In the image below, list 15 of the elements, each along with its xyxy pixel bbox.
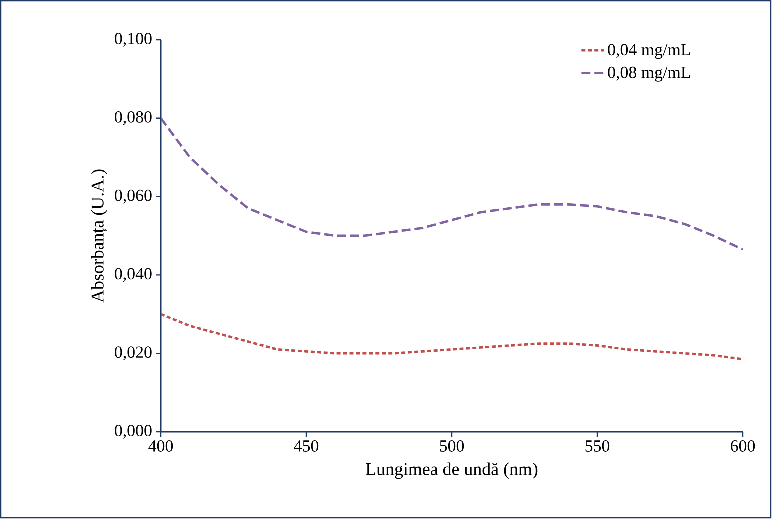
y-tick-label: 0,020 xyxy=(115,346,152,361)
x-tick-label: 500 xyxy=(440,440,464,452)
y-tick-label: 0,000 xyxy=(115,425,152,439)
legend-label: 0,04 mg/mL xyxy=(608,44,690,60)
legend-label: 0,08 mg/mL xyxy=(608,66,690,82)
x-tick-label: 450 xyxy=(294,440,319,452)
x-tick-label: 550 xyxy=(586,440,610,452)
x-tick-label: 600 xyxy=(731,440,756,452)
y-axis-title: Absorbanța (U.A.) xyxy=(91,170,108,303)
x-axis-title: Lungimea de undă (nm) xyxy=(366,462,538,480)
y-tick-label: 0,100 xyxy=(115,33,152,47)
y-tick-label: 0,040 xyxy=(115,268,152,282)
y-tick-label: 0,060 xyxy=(115,190,152,204)
x-tick-label: 400 xyxy=(148,440,174,452)
y-tick-label: 0,080 xyxy=(115,111,152,126)
